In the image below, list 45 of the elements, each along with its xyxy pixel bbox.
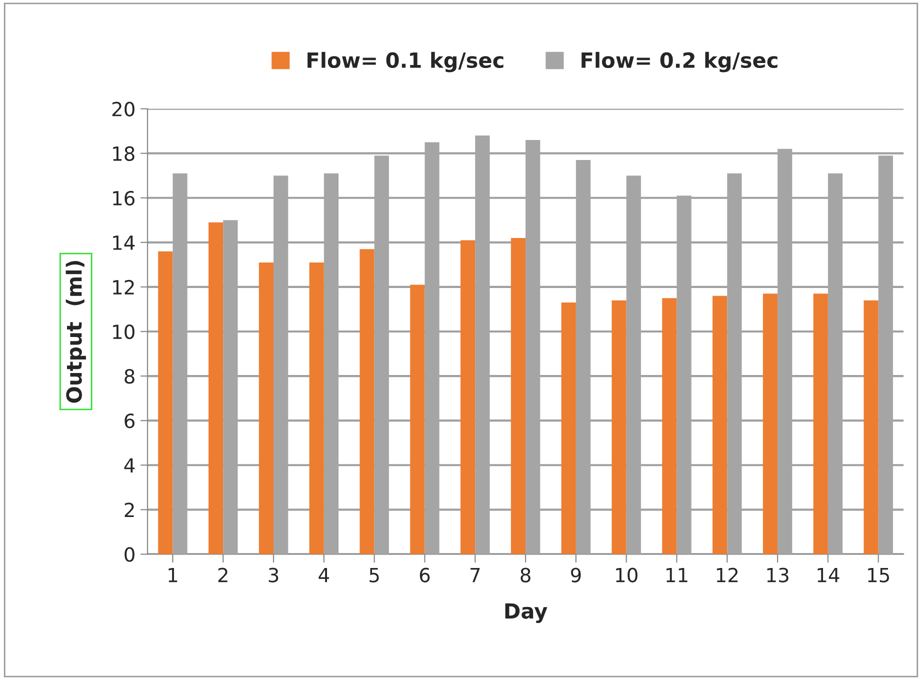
- y-tick-label: 20: [112, 102, 134, 116]
- y-tick-label: 8: [124, 368, 134, 384]
- x-tick-label: 13: [767, 568, 788, 582]
- y-tick-label: 16: [113, 190, 134, 206]
- bar: [309, 262, 324, 554]
- y-tick-label: 12: [113, 280, 134, 294]
- bar: [561, 302, 576, 554]
- bar: [208, 222, 224, 554]
- y-tick-label: 10: [113, 324, 134, 340]
- bar: [662, 298, 677, 554]
- legend-label: Flow= 0.1 kg/sec: [308, 52, 504, 72]
- bar: [460, 240, 476, 554]
- x-tick-label: 4: [318, 568, 330, 582]
- bar: [258, 262, 274, 554]
- y-tick-label: 18: [113, 146, 134, 162]
- x-tick-label: 15: [868, 568, 890, 582]
- bar: [410, 284, 425, 554]
- x-tick-label: 3: [268, 568, 278, 582]
- y-tick-label: 6: [124, 414, 134, 428]
- x-tick-label: 14: [818, 568, 840, 582]
- legend-label: Flow= 0.2 kg/sec: [582, 52, 778, 72]
- x-tick-label: 12: [716, 568, 738, 582]
- x-tick-label: 10: [616, 568, 638, 582]
- bar: [360, 249, 374, 554]
- y-tick-label: 14: [113, 236, 135, 250]
- x-tick-label: 5: [370, 568, 379, 582]
- x-tick-label: 7: [470, 568, 480, 582]
- x-tick-label: 6: [420, 568, 430, 582]
- bar: [158, 251, 173, 554]
- y-tick-label: 4: [124, 458, 135, 473]
- bar: [762, 294, 778, 554]
- y-tick-label: 0: [124, 547, 134, 562]
- bar: [712, 296, 728, 554]
- x-tick-label: 8: [520, 568, 530, 582]
- x-tick-label: 11: [666, 568, 688, 582]
- bar: [612, 300, 626, 554]
- bar: [510, 238, 526, 554]
- x-tick-label: 1: [168, 568, 178, 582]
- y-tick-label: 2: [124, 502, 134, 518]
- y-axis-title: Output (ml): [66, 260, 86, 403]
- x-axis-title: Day: [505, 603, 548, 624]
- x-tick-label: 2: [218, 568, 228, 582]
- x-tick-label: 9: [570, 568, 581, 582]
- bar: [864, 300, 878, 554]
- bar: [813, 294, 828, 554]
